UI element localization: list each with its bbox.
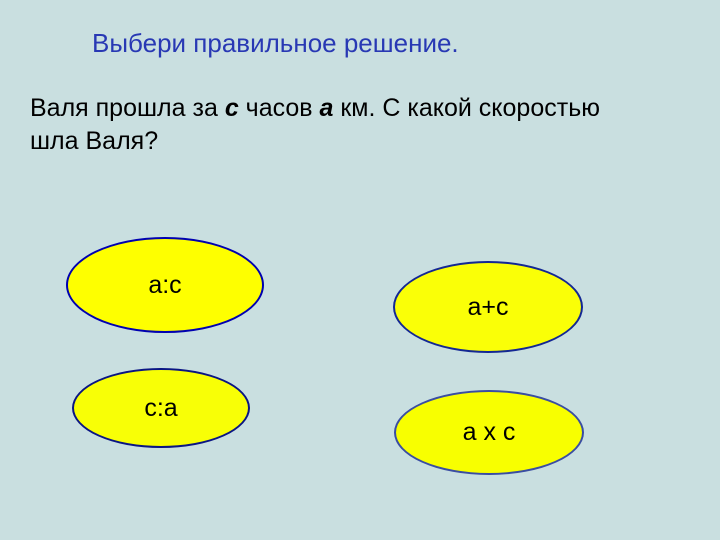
- question-var2: а: [320, 94, 334, 122]
- answer-option-2-label: а+с: [467, 293, 508, 322]
- answer-option-2[interactable]: а+с: [393, 261, 583, 353]
- question-var1: с: [225, 94, 239, 122]
- question-part1: Валя прошла за: [30, 94, 225, 122]
- question-part2: часов: [239, 94, 320, 122]
- answer-option-4-label: а х с: [463, 418, 516, 447]
- question-text: Валя прошла за с часов а км. С какой ско…: [30, 92, 630, 157]
- answer-option-1-label: а:с: [148, 271, 181, 300]
- instruction-title: Выбери правильное решение.: [92, 28, 459, 59]
- answer-option-1[interactable]: а:с: [66, 237, 264, 333]
- answer-option-3-label: с:а: [144, 394, 177, 423]
- answer-option-3[interactable]: с:а: [72, 368, 250, 448]
- answer-option-4[interactable]: а х с: [394, 390, 584, 475]
